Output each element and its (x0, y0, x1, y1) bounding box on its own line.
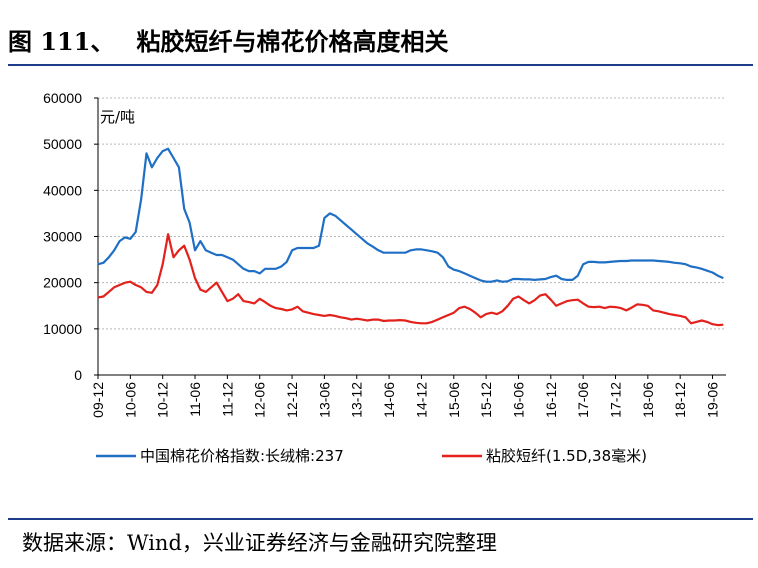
legend-label-2: 粘胶短纤(1.5D,38毫米) (486, 447, 647, 465)
y-tick-label: 30000 (43, 229, 82, 245)
x-tick-label: 10-12 (155, 382, 171, 418)
x-tick-label: 15-06 (446, 382, 462, 418)
legend-label-1: 中国棉花价格指数:长绒棉:237 (140, 447, 344, 465)
y-tick-label: 20000 (43, 275, 82, 291)
x-tick-label: 14-12 (413, 382, 429, 418)
x-tick-label: 13-12 (349, 382, 365, 418)
y-tick-label: 60000 (43, 90, 82, 106)
x-tick-label: 12-12 (284, 382, 300, 418)
y-axis-ticks: 0 10000 20000 30000 40000 50000 60000 (43, 90, 98, 383)
x-tick-label: 17-06 (575, 382, 591, 418)
y-tick-label: 10000 (43, 321, 82, 337)
x-tick-label: 15-12 (478, 382, 494, 418)
grid-lines (98, 97, 726, 330)
y-tick-label: 50000 (43, 136, 82, 152)
series-line-2 (97, 233, 724, 327)
figure-title-text: 粘胶短纤与棉花价格高度相关 (136, 27, 449, 56)
x-tick-label: 11-06 (187, 382, 203, 417)
x-tick-label: 16-06 (510, 382, 526, 418)
figure-title: 图 111、 粘胶短纤与棉花价格高度相关 (8, 22, 448, 57)
x-axis-ticks: 09-12 10-06 10-12 11-06 11-12 12-06 12-12 13-06… (90, 375, 721, 418)
y-tick-label: 0 (74, 367, 82, 383)
x-tick-label: 11-12 (219, 382, 235, 417)
x-tick-label: 19-06 (705, 382, 721, 418)
y-tick-label: 40000 (43, 182, 82, 198)
series-line-1 (97, 147, 724, 283)
figure-number: 图 111、 (8, 27, 115, 56)
legend: 中国棉花价格指数:长绒棉:237 粘胶短纤(1.5D,38毫米) (96, 447, 647, 465)
x-tick-label: 16-12 (543, 382, 559, 418)
x-tick-label: 12-06 (252, 382, 268, 418)
x-tick-label: 10-06 (122, 382, 138, 418)
x-tick-label: 09-12 (90, 382, 106, 418)
x-tick-label: 18-06 (640, 382, 656, 418)
source-rule (8, 518, 753, 520)
y-unit-label: 元/吨 (100, 108, 135, 126)
title-rule (8, 64, 753, 66)
source-note: 数据来源：Wind，兴业证券经济与金融研究院整理 (22, 531, 497, 555)
x-tick-label: 13-06 (316, 382, 332, 418)
x-tick-label: 17-12 (607, 382, 623, 418)
x-tick-label: 18-12 (672, 382, 688, 418)
x-tick-label: 14-06 (381, 382, 397, 418)
series-lines (97, 147, 724, 327)
